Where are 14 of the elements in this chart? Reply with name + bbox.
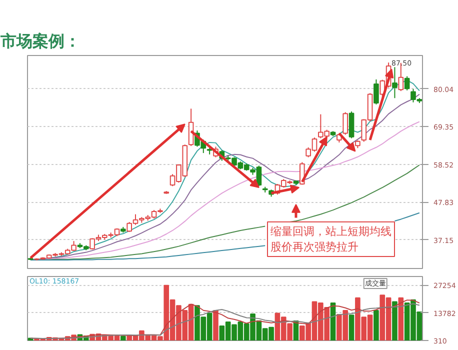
bar <box>374 310 379 340</box>
bar <box>398 297 404 340</box>
bar <box>392 301 398 340</box>
candlestick <box>374 78 379 105</box>
candlestick <box>348 110 354 139</box>
bar <box>120 336 126 340</box>
annotation: 股价再次强势拉升 <box>270 240 358 254</box>
bar <box>213 310 218 340</box>
bar <box>348 314 354 340</box>
chart-title: 市场案例： <box>0 32 80 50</box>
annotation: 缩量回调，站上短期均线 <box>270 224 392 238</box>
candlestick <box>392 66 398 99</box>
candlestick <box>404 76 410 91</box>
candlestick <box>342 112 348 136</box>
